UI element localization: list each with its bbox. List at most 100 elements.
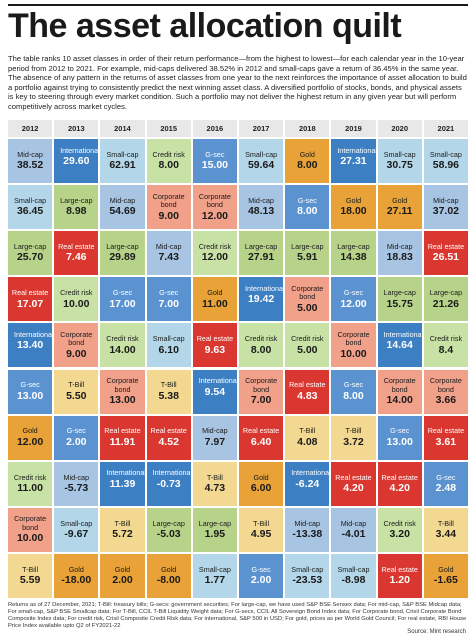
cell-asset-label: Gold (68, 564, 84, 574)
page-title: The asset allocation quilt (8, 7, 402, 45)
cell-return-value: 11.00 (202, 297, 228, 310)
cell-return-value: 9.63 (204, 343, 226, 356)
cell-asset-label: G-sec (112, 288, 133, 298)
quilt-cell: Small-cap 59.64 (239, 139, 284, 184)
quilt-cell: Corporate bond 10.00 (331, 323, 376, 368)
cell-asset-label: Large-cap (291, 242, 324, 252)
cell-return-value: 18.00 (340, 205, 367, 218)
cell-asset-label: International (337, 145, 376, 155)
year-header-2016: 2016 (192, 120, 237, 137)
quilt-cell: Corporate bond 10.00 (8, 507, 53, 552)
cell-asset-label: Gold (392, 195, 408, 205)
cell-asset-label: Gold (207, 288, 223, 298)
cell-asset-label: G-sec (66, 426, 86, 436)
quilt-cell: Gold 8.00 (285, 139, 330, 184)
quilt-cell: Large-cap 21.26 (423, 277, 468, 322)
quilt-cell: Real estate 4.20 (377, 461, 422, 506)
quilt-cell: Real estate 26.51 (423, 231, 468, 276)
cell-asset-label: Large-cap (383, 288, 416, 298)
year-header-2019: 2019 (331, 120, 376, 137)
quilt-cell: G-sec 2.00 (54, 415, 99, 460)
quilt-cell: T-Bill 3.44 (423, 507, 468, 552)
quilt-cell: G-sec 7.00 (146, 277, 191, 322)
quilt-cell: Large-cap 29.89 (100, 231, 145, 276)
quilt-cell: International 19.42 (239, 277, 284, 322)
year-header-2013: 2013 (54, 120, 99, 137)
quilt-cell: Large-cap 5.91 (285, 231, 330, 276)
quilt-cell: T-Bill 3.72 (331, 415, 376, 460)
quilt-cell: G-sec 17.00 (100, 277, 145, 322)
cell-return-value: 1.95 (204, 528, 226, 541)
cell-return-value: 7.43 (158, 251, 179, 264)
quilt-cell: G-sec 13.00 (8, 369, 53, 414)
cell-asset-label: International (60, 145, 99, 155)
cell-asset-label: G-sec (343, 288, 364, 298)
cell-asset-label: Gold (114, 564, 131, 574)
source-credit: Source: Mint research (407, 629, 466, 635)
quilt-cell: Large-cap 27.91 (239, 231, 284, 276)
top-rule (8, 4, 468, 6)
cell-asset-label: Gold (299, 149, 315, 159)
quilt-cell: Credit risk 11.00 (8, 461, 53, 506)
cell-return-value: 13.00 (386, 435, 413, 448)
cell-asset-label: Small-cap (14, 195, 47, 205)
cell-return-value: 6.00 (250, 481, 272, 494)
cell-return-value: 13.40 (16, 339, 44, 352)
year-header-2017: 2017 (239, 120, 284, 137)
cell-return-value: 3.20 (389, 528, 410, 541)
cell-asset-label: Large-cap (13, 242, 47, 252)
quilt-cell: T-Bill 5.38 (146, 369, 191, 414)
cell-asset-label: Small-cap (429, 149, 462, 159)
quilt-cell: Small-cap -8.98 (331, 553, 376, 598)
cell-return-value: -8.98 (341, 574, 366, 587)
quilt-cell: Gold 12.00 (8, 415, 53, 460)
cell-asset-label: Real estate (289, 380, 326, 390)
cell-asset-label: Mid-cap (340, 518, 367, 528)
cell-asset-label: T-Bill (114, 518, 131, 528)
cell-asset-label: Mid-cap (109, 195, 136, 205)
cell-asset-label: Credit risk (13, 472, 47, 482)
cell-return-value: 29.89 (109, 251, 136, 264)
cell-return-value: 12.00 (16, 435, 44, 448)
cell-asset-label: Real estate (427, 242, 465, 252)
cell-return-value: -8.00 (156, 574, 181, 587)
cell-asset-label: Credit risk (383, 518, 416, 528)
cell-return-value: 5.00 (297, 343, 318, 356)
quilt-cell: Small-cap 1.77 (192, 553, 237, 598)
quilt-cell: T-Bill 4.95 (239, 507, 284, 552)
cell-asset-label: G-sec (390, 426, 410, 436)
cell-return-value: 27.91 (247, 251, 275, 264)
cell-asset-label: Credit risk (244, 334, 278, 344)
cell-return-value: 4.52 (158, 435, 179, 448)
cell-return-value: -5.73 (64, 481, 89, 494)
cell-return-value: 29.60 (63, 155, 90, 168)
quilt-cell: Mid-cap 37.02 (423, 185, 468, 230)
cell-return-value: 14.00 (386, 393, 413, 406)
cell-return-value: 9.54 (204, 385, 226, 398)
year-header-2015: 2015 (146, 120, 191, 137)
cell-return-value: 8.4 (438, 343, 454, 356)
cell-return-value: 13.00 (16, 389, 44, 402)
cell-return-value: 38.52 (16, 159, 44, 172)
cell-return-value: -23.53 (292, 574, 323, 587)
cell-asset-label: T-Bill (345, 426, 362, 436)
cell-return-value: 10.00 (16, 532, 44, 545)
quilt-cell: Gold -8.00 (146, 553, 191, 598)
cell-asset-label: T-Bill (22, 564, 39, 574)
quilt-cell: T-Bill 4.73 (192, 461, 237, 506)
quilt-cell: G-sec 15.00 (192, 139, 237, 184)
quilt-cell: G-sec 13.00 (377, 415, 422, 460)
quilt-table: 2012 Mid-cap 38.52 Small-cap 36.45 Large-cap 2… (8, 120, 468, 598)
quilt-cell: Gold -18.00 (54, 553, 99, 598)
quilt-cell: G-sec 8.00 (331, 369, 376, 414)
cell-asset-label: Corporate bond (106, 376, 139, 394)
cell-return-value: 58.96 (432, 159, 460, 172)
cell-return-value: 11.91 (109, 435, 136, 448)
quilt-cell: International -0.73 (146, 461, 191, 506)
cell-asset-label: Real estate (335, 472, 372, 482)
cell-return-value: 5.91 (297, 251, 318, 264)
cell-return-value: 4.73 (204, 481, 226, 494)
cell-asset-label: Corporate bond (429, 376, 462, 394)
cell-asset-label: T-Bill (299, 426, 316, 436)
quilt-cell: Small-cap 30.75 (377, 139, 422, 184)
